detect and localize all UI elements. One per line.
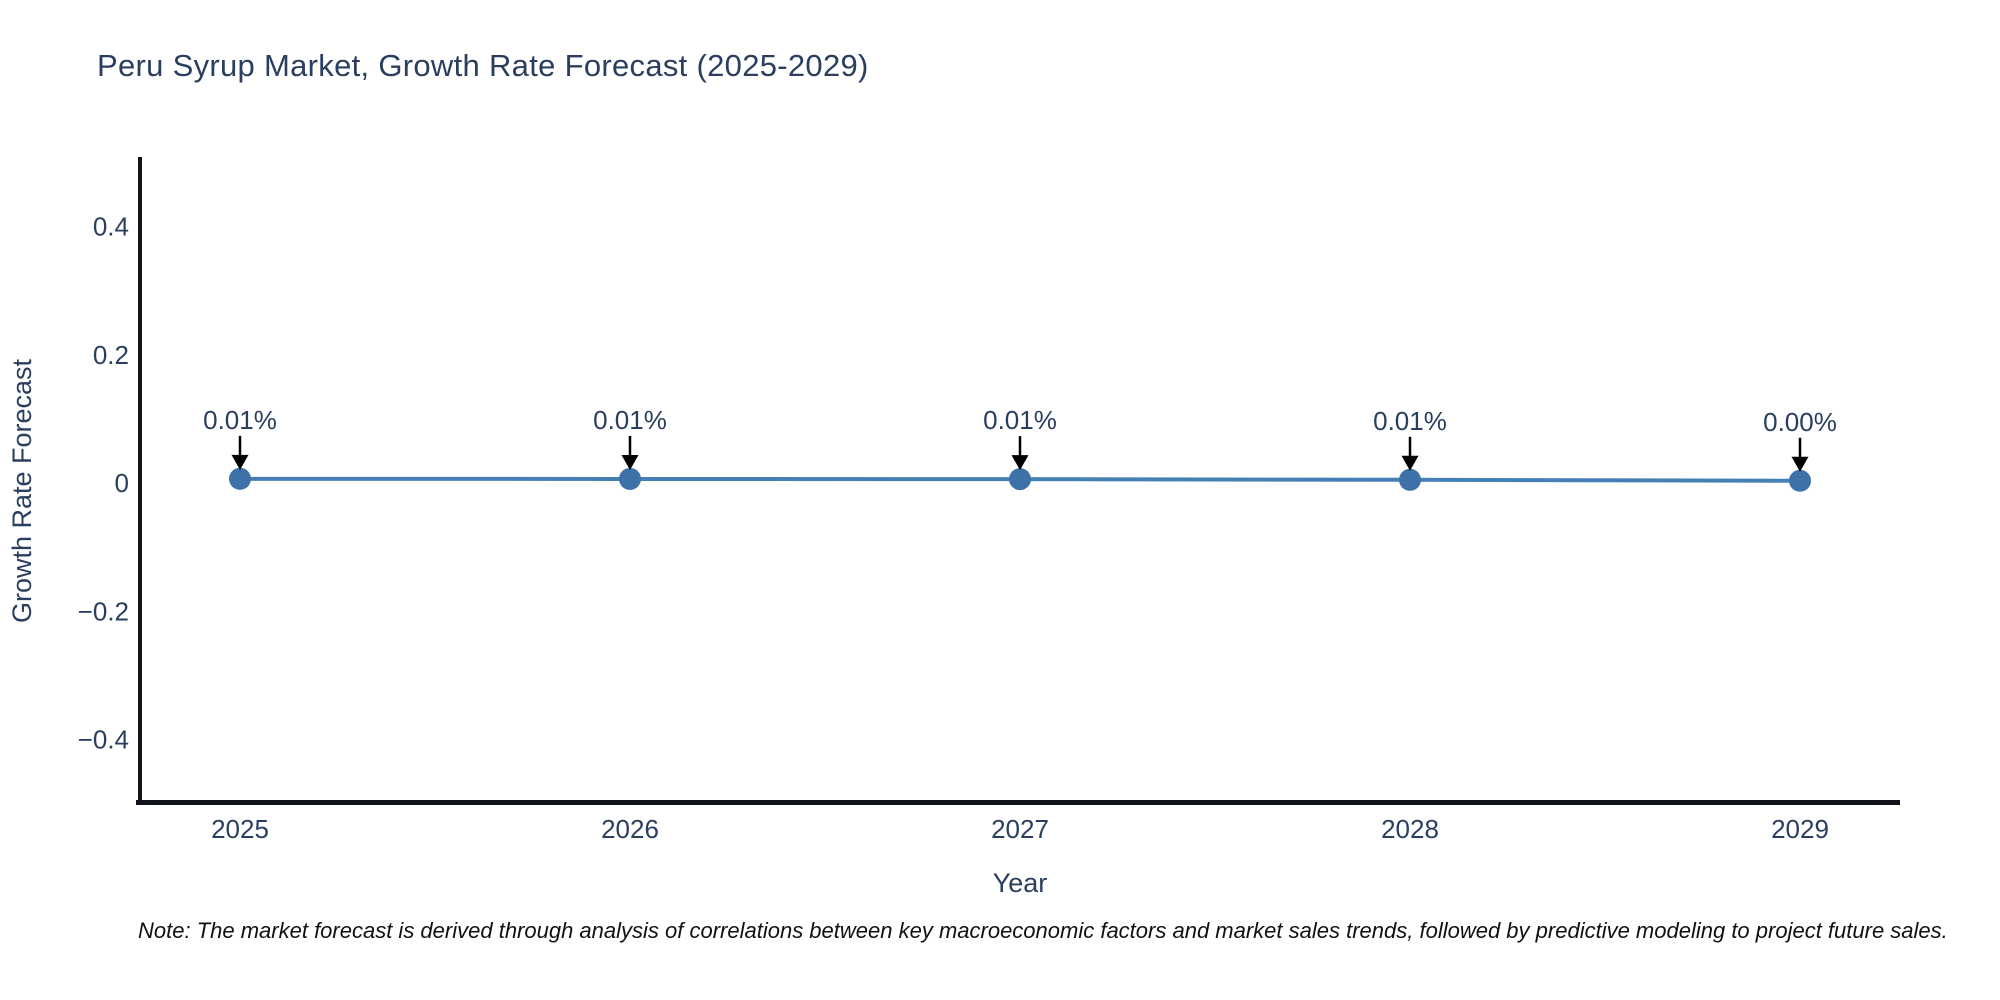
- x-tick-label: 2028: [1381, 814, 1439, 844]
- data-point-marker: [1399, 468, 1421, 491]
- data-point-marker: [619, 467, 641, 490]
- x-tick-label: 2029: [1771, 814, 1829, 844]
- annotation-arrow-head: [621, 454, 639, 470]
- y-axis-title: Growth Rate Forecast: [7, 358, 37, 624]
- y-tick-label: 0: [115, 468, 129, 498]
- data-point-marker: [229, 467, 251, 490]
- y-tick-label: 0.4: [93, 212, 129, 242]
- x-tick-label: 2025: [211, 814, 269, 844]
- data-point-label: 0.01%: [983, 405, 1057, 435]
- annotation-arrow-head: [231, 454, 249, 470]
- annotation-arrow-head: [1791, 456, 1809, 472]
- data-point-label: 0.00%: [1763, 407, 1837, 437]
- data-point-label: 0.01%: [1373, 406, 1447, 436]
- annotation-arrow-head: [1011, 455, 1029, 471]
- x-tick-label: 2027: [991, 814, 1049, 844]
- y-tick-label: 0.2: [93, 340, 129, 370]
- annotation-arrow-head: [1401, 455, 1419, 471]
- y-tick-label: −0.2: [78, 596, 129, 626]
- chart-title: Peru Syrup Market, Growth Rate Forecast …: [97, 48, 869, 83]
- y-tick-label: −0.4: [78, 725, 129, 755]
- data-point-label: 0.01%: [203, 405, 277, 435]
- x-axis-title: Year: [992, 868, 1048, 898]
- data-point-label: 0.01%: [593, 405, 667, 435]
- data-point-marker: [1009, 468, 1031, 491]
- methodology-note: Note: The market forecast is derived thr…: [138, 918, 1948, 943]
- x-tick-label: 2026: [601, 814, 659, 844]
- data-point-marker: [1789, 469, 1811, 492]
